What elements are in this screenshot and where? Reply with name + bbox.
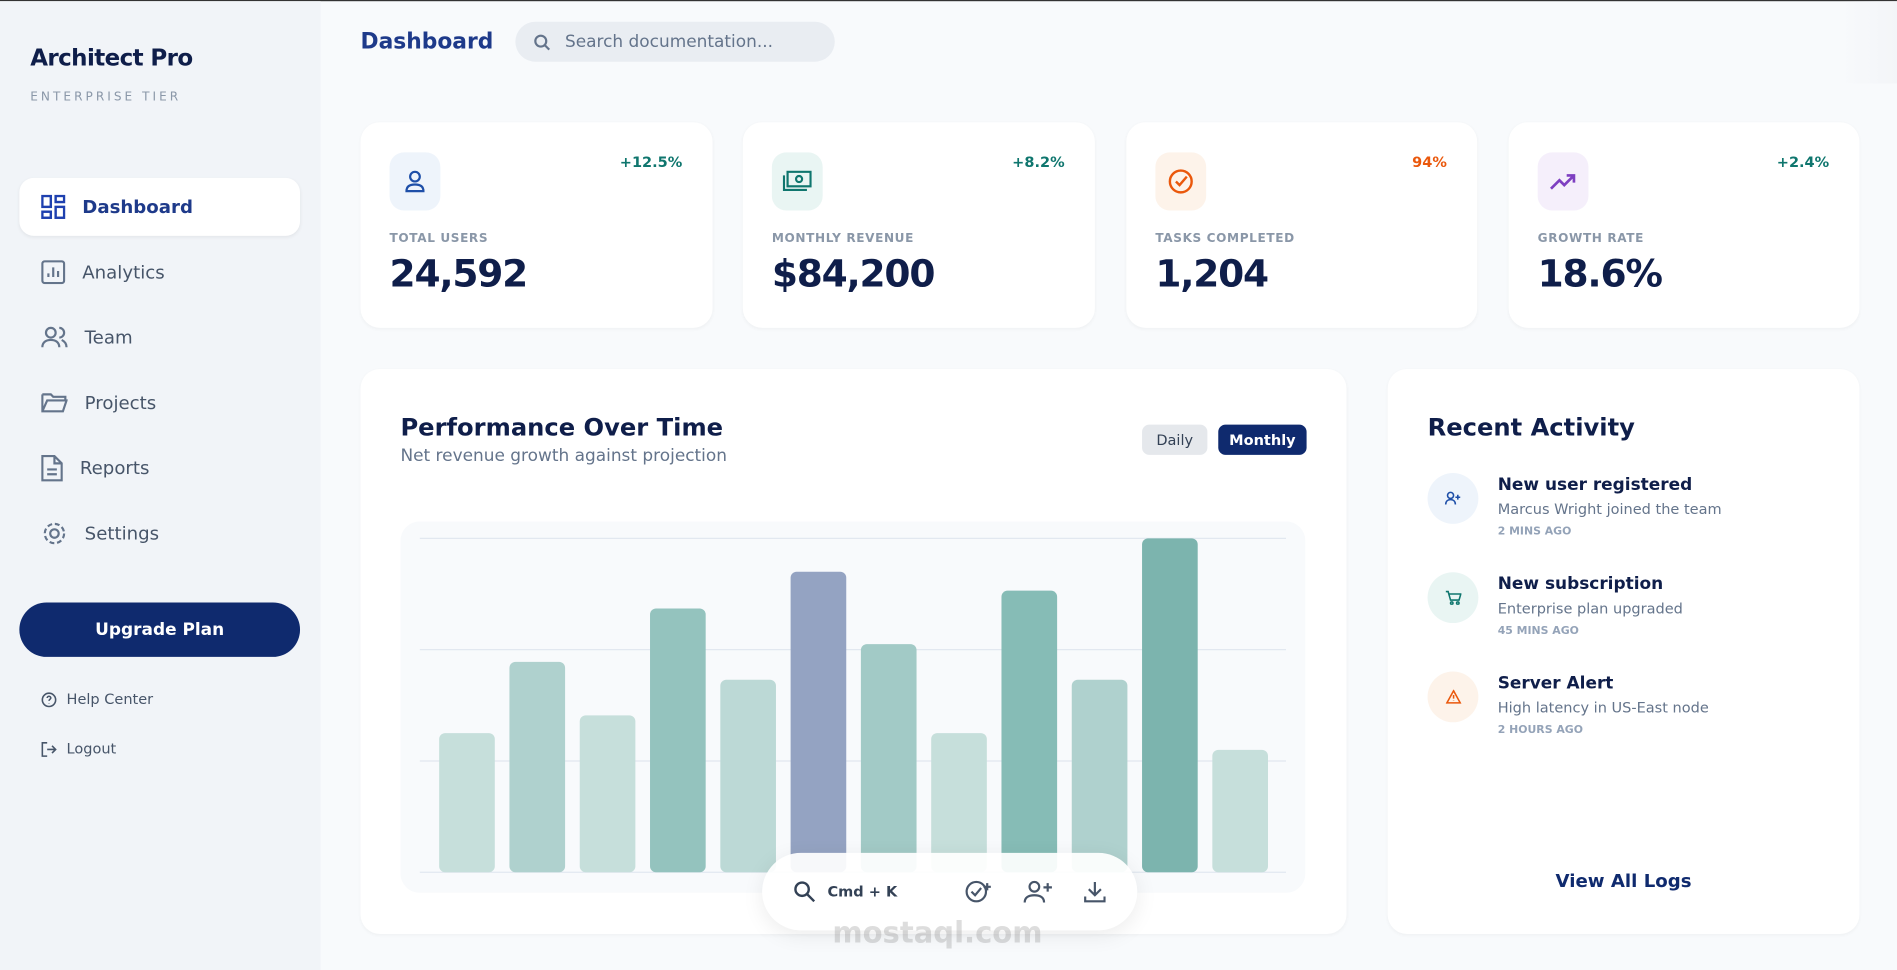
toggle-button[interactable]: Daily — [1142, 424, 1208, 455]
bar — [1142, 538, 1198, 873]
activity-item-title: Server Alert — [1497, 673, 1614, 694]
chart-subtitle: Net revenue growth against projection — [400, 446, 727, 466]
stat-label: TASKS COMPLETED — [1155, 232, 1295, 246]
nav-item[interactable]: Settings — [19, 504, 300, 562]
upgrade-button[interactable]: Upgrade Plan — [19, 602, 301, 657]
logout-link[interactable]: Logout — [41, 740, 116, 757]
activity-item-title: New subscription — [1497, 574, 1664, 595]
brand: Architect Pro — [30, 44, 193, 72]
watermark: mostaql.com — [832, 915, 1043, 950]
nav-item[interactable]: Analytics — [19, 243, 300, 301]
toggle-button[interactable]: Monthly — [1218, 424, 1307, 455]
activity-item: New subscription Enterprise plan upgrade… — [1427, 572, 1839, 645]
bar — [1071, 679, 1128, 873]
help-label: Help Center — [66, 690, 154, 708]
nav-label: Analytics — [82, 261, 165, 284]
activity-item-time: 2 MINS AGO — [1497, 526, 1572, 539]
activity-item-time: 45 MINS AGO — [1497, 625, 1579, 638]
download-icon[interactable] — [1083, 881, 1106, 903]
bar — [579, 715, 636, 873]
stat-value: 24,592 — [389, 252, 529, 297]
stat-change: +8.2% — [1012, 153, 1065, 171]
logout-label: Logout — [66, 740, 117, 758]
stat-change: 94% — [1412, 153, 1447, 171]
activity-item-detail: Marcus Wright joined the team — [1497, 500, 1722, 518]
bar — [931, 733, 987, 873]
bar — [650, 608, 706, 873]
nav-item[interactable]: Dashboard — [19, 177, 301, 236]
bar — [439, 733, 495, 873]
search-box[interactable]: Search documentation... — [515, 21, 835, 62]
nav-label: Projects — [84, 391, 157, 414]
stat-value: $84,200 — [771, 252, 936, 297]
nav-label: Dashboard — [82, 195, 193, 218]
nav-label: Reports — [79, 457, 150, 480]
fade — [1838, 1, 1897, 84]
user-add-icon[interactable] — [1023, 880, 1052, 904]
view-logs-link[interactable]: View All Logs — [1555, 869, 1692, 892]
shortcut-label: Cmd + K — [827, 883, 898, 901]
bar — [860, 644, 917, 873]
stat-value: 1,204 — [1155, 252, 1269, 297]
nav-label: Settings — [84, 522, 160, 545]
chart — [400, 521, 1306, 893]
activity-title: Recent Activity — [1427, 412, 1635, 442]
nav-item[interactable]: Reports — [19, 439, 300, 497]
stat-change: +12.5% — [619, 153, 683, 171]
stat-label: TOTAL USERS — [389, 232, 489, 246]
tier: ENTERPRISE TIER — [30, 90, 182, 105]
search-placeholder: Search documentation... — [564, 32, 773, 52]
stat-change: +2.4% — [1776, 153, 1830, 171]
stat-card: 94% TASKS COMPLETED 1,204 — [1126, 122, 1478, 328]
activity-item-detail: Enterprise plan upgraded — [1497, 600, 1683, 617]
stat-card: +12.5% TOTAL USERS 24,592 — [360, 122, 713, 328]
chart-title: Performance Over Time — [400, 412, 724, 442]
sidebar — [0, 1, 321, 970]
stat-label: GROWTH RATE — [1537, 232, 1645, 246]
bar — [509, 661, 566, 873]
stat-label: MONTHLY REVENUE — [771, 232, 914, 246]
nav-item[interactable]: Team — [19, 308, 300, 366]
activity-item-title: New user registered — [1497, 475, 1693, 495]
bar — [790, 571, 847, 873]
activity-item-detail: High latency in US-East node — [1497, 699, 1709, 717]
stat-card: +2.4% GROWTH RATE 18.6% — [1508, 122, 1860, 328]
bar — [720, 679, 776, 873]
nav-item[interactable]: Projects — [19, 374, 300, 432]
task-icon[interactable] — [965, 880, 992, 904]
bar — [1212, 749, 1268, 873]
activity-item: New user registered Marcus Wright joined… — [1427, 473, 1839, 546]
activity-panel — [1387, 368, 1860, 934]
activity-item: Server Alert High latency in US-East nod… — [1427, 671, 1839, 744]
nav-label: Team — [84, 326, 133, 349]
activity-item-time: 2 HOURS AGO — [1497, 724, 1583, 737]
stat-card: +8.2% MONTHLY REVENUE $84,200 — [742, 122, 1095, 328]
page-title: Dashboard — [360, 29, 494, 55]
floating-toolbar: Cmd + K — [762, 852, 1138, 931]
stat-value: 18.6% — [1537, 252, 1663, 297]
bar — [1001, 590, 1058, 873]
help-link[interactable]: Help Center — [41, 691, 153, 708]
